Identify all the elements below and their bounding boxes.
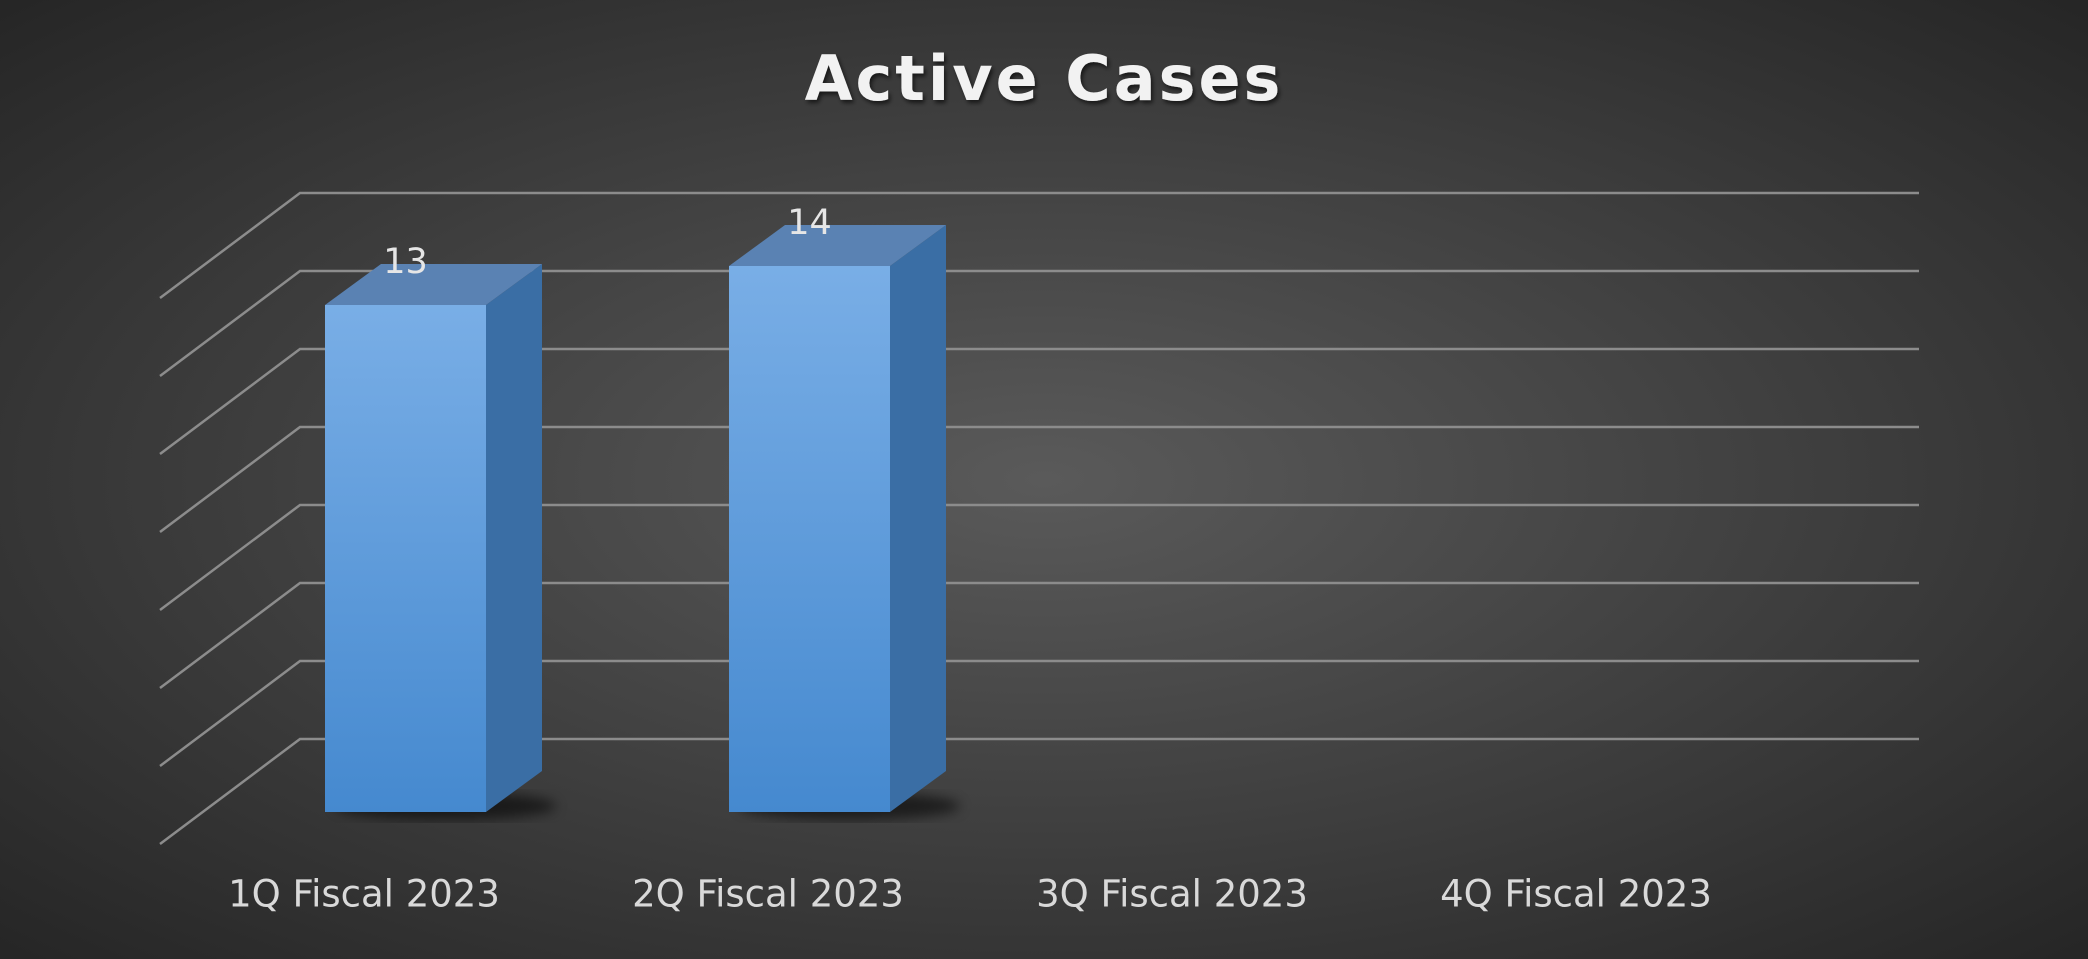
grid-line bbox=[159, 737, 1919, 845]
grid-line bbox=[159, 581, 1919, 689]
x-tick-label: 2Q Fiscal 2023 bbox=[632, 873, 904, 916]
grid-line bbox=[159, 425, 1919, 533]
grid-line bbox=[159, 503, 1919, 611]
chart-title: Active Cases bbox=[805, 42, 1284, 115]
grid-line bbox=[159, 347, 1919, 455]
bar bbox=[729, 266, 890, 812]
value-label: 14 bbox=[787, 203, 832, 243]
grid-line bbox=[159, 269, 1919, 377]
x-tick-label: 4Q Fiscal 2023 bbox=[1440, 873, 1712, 916]
bar-side bbox=[890, 225, 946, 812]
bar-top bbox=[325, 264, 542, 305]
grid-line bbox=[159, 191, 1919, 299]
bar-top bbox=[729, 225, 946, 266]
grid-line bbox=[159, 659, 1919, 767]
x-tick-label: 3Q Fiscal 2023 bbox=[1036, 873, 1308, 916]
value-label: 13 bbox=[383, 242, 428, 282]
bar bbox=[325, 305, 486, 812]
bar-side bbox=[486, 264, 542, 812]
x-tick-label: 1Q Fiscal 2023 bbox=[228, 873, 500, 916]
